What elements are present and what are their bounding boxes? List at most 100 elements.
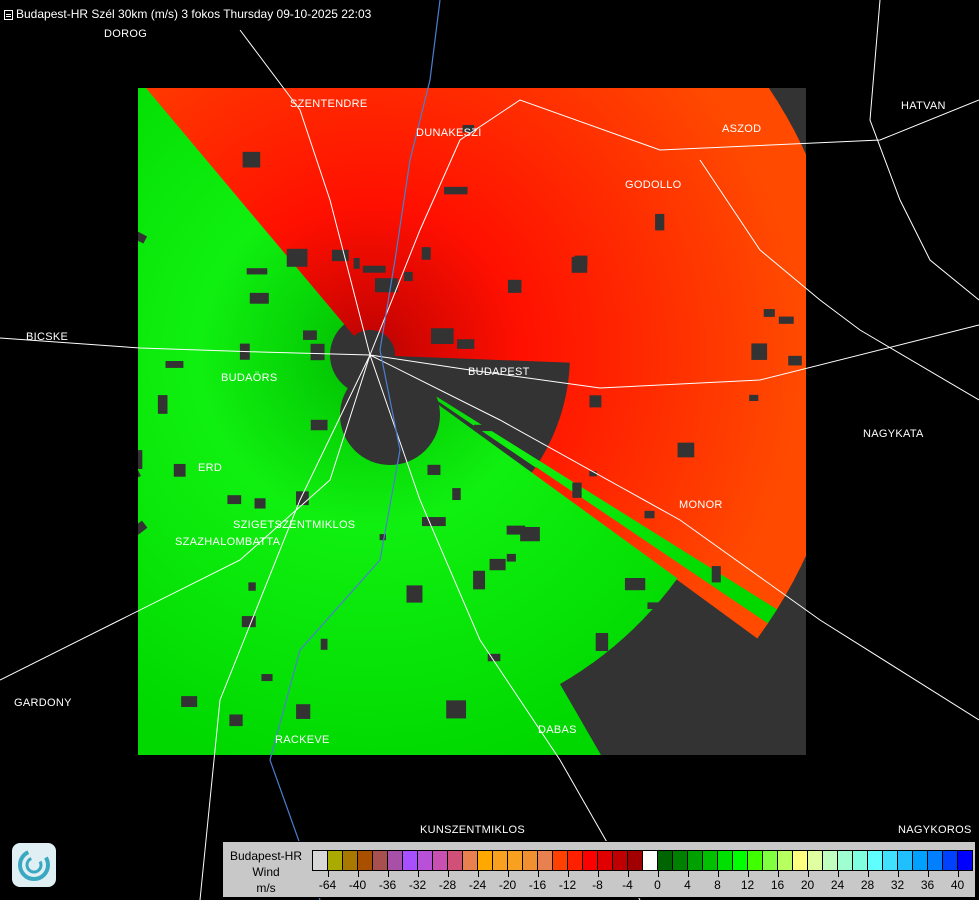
inbound-velocity-ray (394, 293, 806, 353)
outbound-velocity-ray (138, 365, 332, 431)
inbound-velocity-ray (215, 88, 359, 334)
outbound-velocity-ray (400, 379, 670, 601)
no-echo-patch (589, 471, 597, 477)
city-label: NAGYKATA (863, 428, 924, 440)
city-label: RACKEVE (275, 734, 330, 746)
legend-tick (507, 871, 509, 877)
no-echo-patch (711, 566, 721, 583)
outbound-velocity-ray (372, 394, 413, 755)
legend-tick-label: 0 (654, 878, 661, 892)
no-echo-patch (427, 464, 441, 475)
city-label: SZIGETSZENTMIKLOS (233, 519, 356, 531)
no-echo-patch (125, 344, 135, 354)
legend-tick (387, 871, 389, 877)
no-echo-patch (254, 498, 266, 509)
no-echo-patch (624, 578, 646, 591)
no-echo-patch (97, 399, 118, 410)
legend-swatch (403, 851, 418, 870)
no-echo-patch (431, 328, 454, 345)
outbound-velocity-ray (392, 387, 594, 671)
no-echo-patch (778, 316, 794, 324)
legend-tick-label: 4 (684, 878, 691, 892)
document-icon[interactable] (4, 9, 13, 20)
outbound-velocity-ray (138, 387, 348, 699)
title-bar: Budapest-HR Szél 30km (m/s) 3 fokos Thur… (4, 7, 371, 22)
no-echo-patch (77, 516, 89, 521)
inbound-velocity-ray (393, 178, 806, 347)
legend-swatch (958, 851, 972, 870)
legend-tick (447, 871, 449, 877)
legend-swatch (508, 851, 523, 870)
outbound-velocity-ray (387, 390, 583, 755)
legend-tick-label: -20 (498, 878, 517, 892)
outbound-velocity-ray (383, 392, 532, 755)
legend-swatch (448, 851, 463, 870)
outbound-velocity-ray (376, 394, 456, 755)
legend-swatch (673, 851, 688, 870)
legend-tick (597, 871, 599, 877)
outbound-velocity-ray (398, 381, 653, 620)
legend-swatch (823, 851, 838, 870)
no-echo-patch (92, 162, 116, 174)
legend-swatch (688, 851, 703, 870)
outbound-velocity-ray (401, 378, 678, 590)
no-echo-patch (644, 510, 655, 519)
no-echo-patch (372, 35, 381, 50)
legend-tick (777, 871, 779, 877)
no-echo-patch (655, 213, 665, 231)
legend-swatch (463, 851, 478, 870)
legend-swatch (778, 851, 793, 870)
outbound-velocity-ray (138, 367, 333, 440)
inbound-velocity-ray (203, 88, 358, 334)
no-echo-patch (362, 265, 386, 273)
inbound-velocity-ray (392, 160, 806, 346)
no-echo-patch (406, 585, 423, 603)
inbound-velocity-ray (391, 100, 787, 343)
legend-tick (837, 871, 839, 877)
legend-swatch (358, 851, 373, 870)
inbound-velocity-ray (394, 229, 806, 350)
no-echo-patch (495, 69, 510, 80)
legend-tick-label: -40 (348, 878, 367, 892)
no-echo-patch (507, 279, 522, 293)
outbound-velocity-ray (138, 364, 332, 422)
no-echo-patch (470, 19, 493, 27)
no-echo-patch (489, 558, 506, 571)
legend-swatch (343, 851, 358, 870)
no-echo-patch (310, 343, 325, 361)
legend-swatch (838, 851, 853, 870)
inbound-velocity-ray (531, 466, 768, 639)
no-echo-patch (444, 186, 468, 195)
city-label: DABAS (538, 724, 577, 736)
no-echo-patch (75, 605, 83, 618)
legend-tick-label: -16 (528, 878, 547, 892)
legend-swatch (928, 851, 943, 870)
legend-tick (537, 871, 539, 877)
no-echo-patch (595, 632, 609, 651)
inbound-velocity-ray (145, 88, 355, 336)
legend-swatch (733, 851, 748, 870)
legend-swatch (658, 851, 673, 870)
legend-swatch (418, 851, 433, 870)
legend-tick (927, 871, 929, 877)
inbound-velocity-ray (392, 129, 803, 345)
legend-tick-label: 32 (890, 878, 905, 892)
outbound-velocity-ray (397, 382, 644, 630)
city-label: SZENTENDRE (290, 98, 368, 110)
no-echo-patch (751, 343, 768, 360)
no-echo-patch (227, 495, 242, 505)
outbound-velocity-ray (368, 394, 384, 755)
legend-swatch (853, 851, 868, 870)
no-echo-patch (788, 355, 802, 366)
inbound-velocity-ray (189, 88, 357, 335)
no-echo-patch (446, 700, 467, 719)
no-echo-patch (296, 704, 311, 719)
legend-tick (657, 871, 659, 877)
no-echo-patch (73, 558, 84, 574)
outbound-velocity-ray (138, 374, 337, 500)
inbound-velocity-ray (394, 246, 806, 350)
no-echo-patch (229, 714, 243, 727)
legend-tick-label: -64 (318, 878, 337, 892)
